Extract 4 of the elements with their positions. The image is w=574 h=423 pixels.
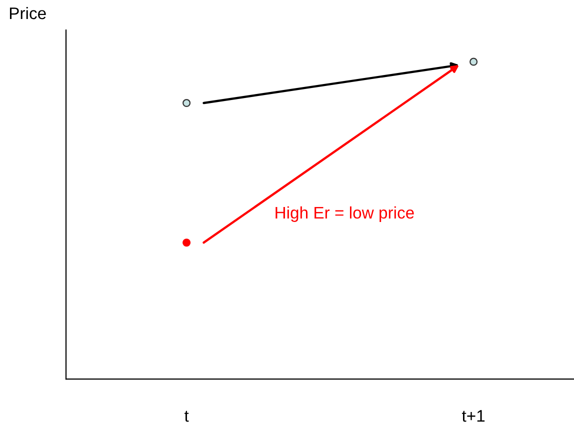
- x-tick-label: t: [184, 410, 189, 422]
- annotation: High Er = low price: [276, 206, 414, 222]
- y-axis-title: Price: [10, 6, 46, 20]
- x-tick-label: t+1: [462, 410, 485, 422]
